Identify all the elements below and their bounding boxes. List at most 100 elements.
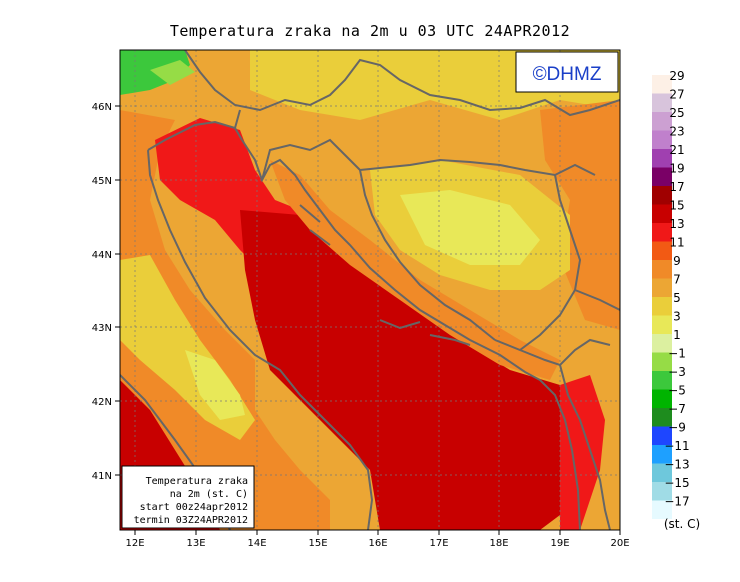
border-hr-bih-north xyxy=(359,158,596,177)
borders xyxy=(184,50,620,530)
legend-swatch xyxy=(652,241,672,260)
legend-label: −3 xyxy=(668,365,686,379)
field-coast-strip xyxy=(270,160,560,380)
legend-swatch xyxy=(652,149,672,168)
legend-swatch xyxy=(652,445,672,464)
graticule xyxy=(120,50,620,530)
info-line-1: Temperatura zraka xyxy=(146,476,248,487)
border-mne xyxy=(519,338,611,367)
map-title: Temperatura zraka na 2m u 03 UTC 24APR20… xyxy=(169,22,571,40)
legend-label: −15 xyxy=(664,476,689,490)
field-mid-adriatic xyxy=(240,210,580,530)
legend-swatch xyxy=(652,334,672,353)
y-tick-label: 41N xyxy=(92,471,112,482)
field-east-warm xyxy=(540,100,620,330)
legend-label: 21 xyxy=(669,143,684,157)
legend-swatch xyxy=(652,186,672,205)
legend-label: −7 xyxy=(668,402,686,416)
x-tick-label: 16E xyxy=(368,538,387,549)
island-korcula xyxy=(379,319,421,330)
logo-box xyxy=(515,51,619,93)
dhmz-logo: ©DHMZ xyxy=(515,51,619,93)
temperature-field xyxy=(120,50,620,530)
legend-swatch xyxy=(652,260,672,279)
legend-label: 7 xyxy=(673,273,681,287)
legend-label: 9 xyxy=(673,254,681,268)
legend-swatch xyxy=(652,315,672,334)
y-tick-label: 42N xyxy=(92,397,112,408)
legend-label: 19 xyxy=(669,162,684,176)
border-hr-bih-west xyxy=(359,169,496,341)
legend-swatch xyxy=(652,408,672,427)
field-alpine-mild xyxy=(150,60,195,85)
legend-swatch xyxy=(652,130,672,149)
border-srb-east xyxy=(574,289,620,311)
border-albania xyxy=(559,364,611,530)
coastlines xyxy=(120,120,581,530)
legend-swatch xyxy=(652,75,672,94)
x-tick-label: 12E xyxy=(125,538,144,549)
info-box-frame xyxy=(121,465,255,529)
legend-label: 27 xyxy=(669,88,684,102)
x-tick-label: 17E xyxy=(429,538,448,549)
legend-label: −11 xyxy=(664,439,689,453)
legend-label: 17 xyxy=(669,180,684,194)
legend-label: −17 xyxy=(664,495,689,509)
y-tick-label: 46N xyxy=(92,102,112,113)
legend-label: 15 xyxy=(669,199,684,213)
info-line-4: termin 03Z24APR2012 xyxy=(134,515,248,526)
legend-swatch xyxy=(652,482,672,501)
y-tick-label: 44N xyxy=(92,250,112,261)
legend-label: 25 xyxy=(669,106,684,120)
legend-swatch xyxy=(652,167,672,186)
islands-kvarner xyxy=(299,204,331,246)
border-slo-hr xyxy=(261,138,361,181)
y-tick-marks xyxy=(115,105,120,476)
border-slo-ita xyxy=(234,109,241,129)
x-tick-labels: 12E 13E 14E 15E 16E 17E 18E 19E 20E xyxy=(125,538,629,549)
x-tick-label: 15E xyxy=(308,538,327,549)
legend-swatch xyxy=(652,112,672,131)
legend-label: 1 xyxy=(673,328,681,342)
color-legend: 29 27 25 23 21 19 17 15 13 11 9 7 5 3 1 −1 −3 −5 −7 −9 −11 −1… xyxy=(652,69,700,531)
legend-label: 23 xyxy=(669,125,684,139)
legend-swatch xyxy=(652,297,672,316)
legend-label: 3 xyxy=(673,310,681,324)
map-frame xyxy=(119,49,621,531)
field-ionian-edge xyxy=(560,375,605,530)
border-north xyxy=(184,50,620,117)
legend-swatch xyxy=(652,463,672,482)
legend-label: 13 xyxy=(669,217,684,231)
legend-unit: (st. C) xyxy=(664,517,700,531)
y-tick-label: 45N xyxy=(92,176,112,187)
x-tick-label: 20E xyxy=(610,538,629,549)
legend-swatch xyxy=(652,278,672,297)
y-tick-label: 43N xyxy=(92,323,112,334)
coastline-italy xyxy=(147,120,374,530)
legend-swatch xyxy=(652,352,672,371)
x-tick-label: 19E xyxy=(550,538,569,549)
legend-label: 5 xyxy=(673,291,681,305)
info-line-3: start 00z24apr2012 xyxy=(140,502,248,513)
y-tick-labels: 46N 45N 44N 43N 42N 41N xyxy=(92,102,112,482)
island-mljet xyxy=(429,334,471,346)
legend-swatch xyxy=(652,371,672,390)
x-tick-label: 18E xyxy=(489,538,508,549)
x-tick-marks xyxy=(134,530,621,535)
field-apennine-cold xyxy=(185,350,245,420)
legend-swatch xyxy=(652,223,672,242)
field-interior-cold xyxy=(400,190,540,265)
legend-label: 11 xyxy=(669,236,684,250)
legend-swatch xyxy=(652,93,672,112)
legend-label: −9 xyxy=(668,421,686,435)
legend-label: −13 xyxy=(664,458,689,472)
legend-label: −1 xyxy=(668,347,686,361)
legend-label: 29 xyxy=(669,69,684,83)
info-box: Temperatura zraka na 2m (st. C) start 00… xyxy=(121,465,255,529)
legend-swatch xyxy=(652,500,672,519)
info-line-2: na 2m (st. C) xyxy=(170,489,248,500)
coastline-dalmatia xyxy=(241,139,581,530)
legend-swatch xyxy=(652,426,672,445)
legend-label: −5 xyxy=(668,384,686,398)
